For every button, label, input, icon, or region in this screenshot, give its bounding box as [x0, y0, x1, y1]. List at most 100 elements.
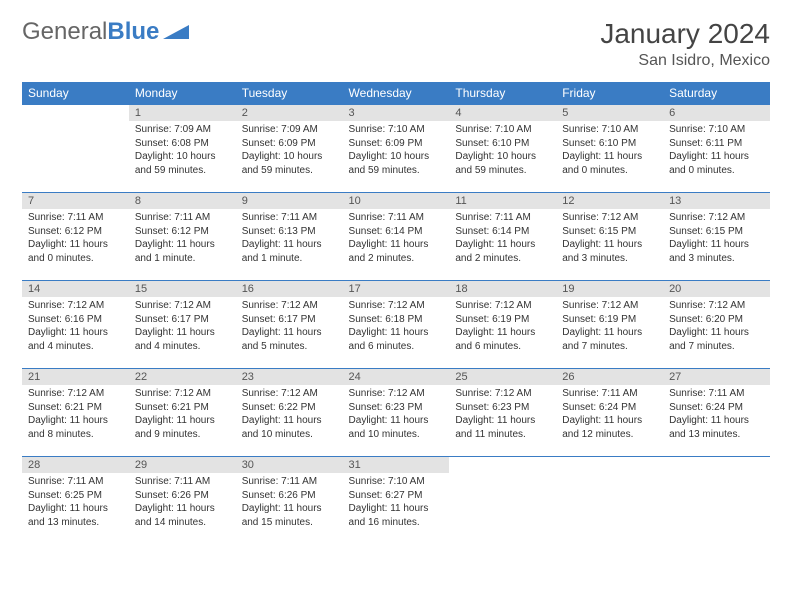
day-content: Sunrise: 7:10 AMSunset: 6:11 PMDaylight:… [663, 121, 770, 181]
sunrise-text: Sunrise: 7:10 AM [562, 123, 657, 137]
day-content: Sunrise: 7:11 AMSunset: 6:24 PMDaylight:… [663, 385, 770, 445]
calendar-cell: 9Sunrise: 7:11 AMSunset: 6:13 PMDaylight… [236, 193, 343, 281]
sunset-text: Sunset: 6:11 PM [669, 137, 764, 151]
daylight-text: Daylight: 11 hours and 3 minutes. [669, 238, 764, 265]
sunrise-text: Sunrise: 7:10 AM [349, 123, 444, 137]
day-number: 28 [22, 457, 129, 473]
weekday-sunday: Sunday [22, 82, 129, 105]
daylight-text: Daylight: 11 hours and 0 minutes. [562, 150, 657, 177]
daylight-text: Daylight: 11 hours and 6 minutes. [455, 326, 550, 353]
day-number: 20 [663, 281, 770, 297]
calendar-cell: 11Sunrise: 7:11 AMSunset: 6:14 PMDayligh… [449, 193, 556, 281]
location-label: San Isidro, Mexico [600, 52, 770, 70]
day-number: 22 [129, 369, 236, 385]
weekday-header-row: Sunday Monday Tuesday Wednesday Thursday… [22, 82, 770, 105]
sunset-text: Sunset: 6:18 PM [349, 313, 444, 327]
day-number: 11 [449, 193, 556, 209]
sunset-text: Sunset: 6:12 PM [28, 225, 123, 239]
calendar-cell: 31Sunrise: 7:10 AMSunset: 6:27 PMDayligh… [343, 457, 450, 545]
daylight-text: Daylight: 11 hours and 16 minutes. [349, 502, 444, 529]
calendar-cell: 3Sunrise: 7:10 AMSunset: 6:09 PMDaylight… [343, 105, 450, 193]
sunrise-text: Sunrise: 7:12 AM [669, 299, 764, 313]
day-number: 24 [343, 369, 450, 385]
sunset-text: Sunset: 6:25 PM [28, 489, 123, 503]
day-content: Sunrise: 7:12 AMSunset: 6:21 PMDaylight:… [22, 385, 129, 445]
sunrise-text: Sunrise: 7:11 AM [242, 475, 337, 489]
sunset-text: Sunset: 6:09 PM [242, 137, 337, 151]
sunrise-text: Sunrise: 7:09 AM [135, 123, 230, 137]
day-content: Sunrise: 7:10 AMSunset: 6:10 PMDaylight:… [449, 121, 556, 181]
sunrise-text: Sunrise: 7:12 AM [349, 387, 444, 401]
day-number: 30 [236, 457, 343, 473]
sunrise-text: Sunrise: 7:12 AM [455, 299, 550, 313]
daylight-text: Daylight: 11 hours and 5 minutes. [242, 326, 337, 353]
day-content: Sunrise: 7:12 AMSunset: 6:18 PMDaylight:… [343, 297, 450, 357]
day-content: Sunrise: 7:12 AMSunset: 6:15 PMDaylight:… [556, 209, 663, 269]
daylight-text: Daylight: 11 hours and 2 minutes. [349, 238, 444, 265]
day-number: 29 [129, 457, 236, 473]
logo-text-blue: Blue [107, 18, 159, 46]
day-number: 31 [343, 457, 450, 473]
calendar-cell: 16Sunrise: 7:12 AMSunset: 6:17 PMDayligh… [236, 281, 343, 369]
sunset-text: Sunset: 6:12 PM [135, 225, 230, 239]
day-number: 23 [236, 369, 343, 385]
daylight-text: Daylight: 11 hours and 13 minutes. [28, 502, 123, 529]
day-content: Sunrise: 7:12 AMSunset: 6:21 PMDaylight:… [129, 385, 236, 445]
sunset-text: Sunset: 6:23 PM [455, 401, 550, 415]
calendar-cell [22, 105, 129, 193]
day-content: Sunrise: 7:12 AMSunset: 6:22 PMDaylight:… [236, 385, 343, 445]
weekday-thursday: Thursday [449, 82, 556, 105]
sunset-text: Sunset: 6:19 PM [562, 313, 657, 327]
daylight-text: Daylight: 10 hours and 59 minutes. [135, 150, 230, 177]
calendar-cell [556, 457, 663, 545]
daylight-text: Daylight: 11 hours and 4 minutes. [135, 326, 230, 353]
daylight-text: Daylight: 11 hours and 10 minutes. [242, 414, 337, 441]
day-content: Sunrise: 7:10 AMSunset: 6:09 PMDaylight:… [343, 121, 450, 181]
sunset-text: Sunset: 6:16 PM [28, 313, 123, 327]
weekday-wednesday: Wednesday [343, 82, 450, 105]
day-number: 15 [129, 281, 236, 297]
sunrise-text: Sunrise: 7:10 AM [455, 123, 550, 137]
day-number: 14 [22, 281, 129, 297]
daylight-text: Daylight: 11 hours and 9 minutes. [135, 414, 230, 441]
sunset-text: Sunset: 6:26 PM [242, 489, 337, 503]
daylight-text: Daylight: 11 hours and 3 minutes. [562, 238, 657, 265]
day-content: Sunrise: 7:11 AMSunset: 6:26 PMDaylight:… [129, 473, 236, 533]
weekday-friday: Friday [556, 82, 663, 105]
sunrise-text: Sunrise: 7:11 AM [28, 475, 123, 489]
weekday-saturday: Saturday [663, 82, 770, 105]
daylight-text: Daylight: 11 hours and 14 minutes. [135, 502, 230, 529]
daylight-text: Daylight: 11 hours and 7 minutes. [669, 326, 764, 353]
day-content: Sunrise: 7:11 AMSunset: 6:24 PMDaylight:… [556, 385, 663, 445]
day-content: Sunrise: 7:10 AMSunset: 6:27 PMDaylight:… [343, 473, 450, 533]
day-number: 19 [556, 281, 663, 297]
sunset-text: Sunset: 6:09 PM [349, 137, 444, 151]
day-content: Sunrise: 7:11 AMSunset: 6:14 PMDaylight:… [343, 209, 450, 269]
calendar-cell: 26Sunrise: 7:11 AMSunset: 6:24 PMDayligh… [556, 369, 663, 457]
day-content: Sunrise: 7:12 AMSunset: 6:20 PMDaylight:… [663, 297, 770, 357]
sunrise-text: Sunrise: 7:10 AM [349, 475, 444, 489]
calendar-row: 1Sunrise: 7:09 AMSunset: 6:08 PMDaylight… [22, 105, 770, 193]
sunrise-text: Sunrise: 7:12 AM [135, 299, 230, 313]
day-content: Sunrise: 7:11 AMSunset: 6:13 PMDaylight:… [236, 209, 343, 269]
sunrise-text: Sunrise: 7:12 AM [562, 211, 657, 225]
day-number: 2 [236, 105, 343, 121]
calendar-cell: 1Sunrise: 7:09 AMSunset: 6:08 PMDaylight… [129, 105, 236, 193]
sunset-text: Sunset: 6:14 PM [349, 225, 444, 239]
calendar-cell: 7Sunrise: 7:11 AMSunset: 6:12 PMDaylight… [22, 193, 129, 281]
day-content: Sunrise: 7:12 AMSunset: 6:19 PMDaylight:… [556, 297, 663, 357]
sunrise-text: Sunrise: 7:12 AM [242, 299, 337, 313]
day-content: Sunrise: 7:12 AMSunset: 6:17 PMDaylight:… [236, 297, 343, 357]
calendar-cell: 18Sunrise: 7:12 AMSunset: 6:19 PMDayligh… [449, 281, 556, 369]
day-number: 12 [556, 193, 663, 209]
sunset-text: Sunset: 6:20 PM [669, 313, 764, 327]
daylight-text: Daylight: 10 hours and 59 minutes. [455, 150, 550, 177]
calendar-row: 28Sunrise: 7:11 AMSunset: 6:25 PMDayligh… [22, 457, 770, 545]
sunset-text: Sunset: 6:15 PM [562, 225, 657, 239]
calendar-cell: 13Sunrise: 7:12 AMSunset: 6:15 PMDayligh… [663, 193, 770, 281]
sunset-text: Sunset: 6:19 PM [455, 313, 550, 327]
logo: GeneralBlue [22, 18, 189, 46]
daylight-text: Daylight: 11 hours and 2 minutes. [455, 238, 550, 265]
sunrise-text: Sunrise: 7:12 AM [669, 211, 764, 225]
logo-text-general: General [22, 18, 107, 46]
